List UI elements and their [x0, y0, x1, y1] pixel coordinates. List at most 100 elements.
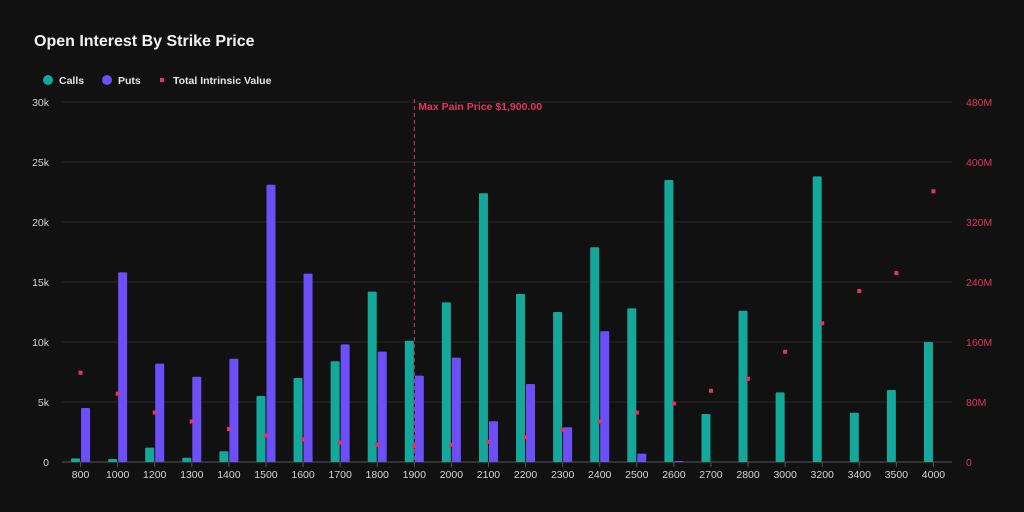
- x-tick-label: 2300: [551, 469, 575, 481]
- intrinsic-value-point: [597, 419, 602, 424]
- bar-calls: [923, 342, 933, 462]
- x-tick-label: 1800: [366, 469, 390, 481]
- x-tick-label: 1400: [217, 469, 241, 481]
- y-axis-left: 0 5k 10k 15k 20k 25k 30k: [32, 97, 50, 469]
- bar-calls: [664, 180, 674, 462]
- bar-puts: [303, 273, 313, 462]
- grid-lines: [62, 101, 952, 463]
- y-right-tick-label: 480M: [966, 97, 992, 109]
- intrinsic-value-point: [263, 433, 268, 438]
- intrinsic-value-points: [78, 189, 936, 449]
- intrinsic-value-point: [115, 391, 120, 396]
- bar-puts: [414, 375, 424, 462]
- legend-label: Puts: [118, 75, 141, 87]
- x-tick-label: 1300: [180, 469, 204, 481]
- bar-calls: [738, 310, 748, 462]
- bar-calls: [590, 247, 600, 462]
- bar-calls: [701, 414, 711, 462]
- bar-puts: [563, 427, 573, 462]
- y-right-tick-label: 320M: [966, 217, 992, 229]
- x-tick-label: 1900: [403, 469, 427, 481]
- bar-puts: [81, 408, 91, 462]
- intrinsic-value-point: [523, 435, 528, 440]
- bar-calls: [886, 390, 896, 462]
- y-right-tick-label: 160M: [966, 337, 992, 349]
- intrinsic-value-point: [78, 370, 83, 375]
- y-left-tick-label: 30k: [32, 97, 50, 109]
- y-left-tick-label: 15k: [32, 277, 50, 289]
- y-left-tick-label: 20k: [32, 217, 50, 229]
- x-tick-label: 800: [72, 469, 90, 481]
- x-tick-label: 2100: [477, 469, 501, 481]
- x-tick-label: 4000: [922, 469, 946, 481]
- intrinsic-value-point: [486, 439, 491, 444]
- legend-label: Total Intrinsic Value: [173, 75, 272, 87]
- bar-puts: [377, 351, 387, 462]
- bar-calls: [71, 458, 81, 462]
- x-tick-label: 3000: [773, 469, 797, 481]
- bar-calls: [293, 378, 303, 462]
- intrinsic-value-point: [560, 427, 565, 432]
- bar-calls: [553, 312, 563, 462]
- legend-swatch: [43, 75, 53, 85]
- y-right-tick-label: 400M: [966, 157, 992, 169]
- y-right-tick-label: 240M: [966, 277, 992, 289]
- bar-calls: [182, 457, 192, 462]
- intrinsic-value-point: [152, 410, 157, 415]
- intrinsic-value-point: [634, 410, 639, 415]
- legend-swatch: [102, 75, 112, 85]
- bar-puts: [229, 358, 239, 462]
- intrinsic-value-point: [783, 349, 788, 354]
- max-pain-annotation: Max Pain Price $1,900.00: [413, 99, 542, 462]
- x-tick-label: 3200: [811, 469, 835, 481]
- x-tick-label: 2000: [440, 469, 464, 481]
- intrinsic-value-point: [449, 442, 454, 447]
- bar-calls: [812, 176, 822, 462]
- bar-calls: [256, 396, 266, 462]
- intrinsic-value-point: [857, 289, 862, 293]
- bar-calls: [330, 361, 340, 462]
- intrinsic-value-point: [820, 321, 825, 326]
- y-right-tick-label: 80M: [966, 397, 986, 409]
- intrinsic-value-point: [708, 388, 713, 393]
- x-tick-label: 1200: [143, 469, 167, 481]
- bar-puts: [526, 384, 536, 462]
- bar-calls: [145, 447, 155, 462]
- bar-puts: [266, 184, 276, 463]
- intrinsic-value-point: [301, 437, 306, 442]
- bar-calls: [478, 193, 488, 462]
- intrinsic-value-point: [189, 419, 194, 424]
- intrinsic-value-point: [375, 442, 380, 447]
- y-left-tick-label: 25k: [32, 157, 50, 169]
- legend-swatch: [160, 78, 164, 82]
- bar-puts: [637, 453, 647, 462]
- bar-calls: [108, 459, 118, 462]
- x-tick-label: 2200: [514, 469, 538, 481]
- bar-calls: [627, 308, 637, 462]
- intrinsic-value-point: [746, 376, 751, 381]
- bar-calls: [404, 340, 414, 462]
- y-axis-right: 0 80M 160M 240M 320M 400M 480M: [966, 97, 992, 469]
- x-tick-label: 2600: [662, 469, 686, 481]
- legend-label: Calls: [59, 75, 84, 87]
- bar-puts: [155, 363, 165, 462]
- bars: [71, 176, 933, 463]
- y-left-tick-label: 5k: [38, 397, 50, 409]
- bar-puts: [118, 272, 128, 462]
- intrinsic-value-point: [931, 189, 936, 194]
- intrinsic-value-point: [671, 401, 676, 406]
- x-tick-label: 1000: [106, 469, 130, 481]
- bar-calls: [367, 291, 377, 462]
- y-left-tick-label: 0: [43, 457, 49, 469]
- bar-puts: [451, 357, 461, 462]
- x-tick-label: 3400: [848, 469, 872, 481]
- max-pain-label: Max Pain Price $1,900.00: [418, 101, 542, 113]
- intrinsic-value-point: [338, 440, 343, 445]
- bar-calls: [441, 302, 451, 462]
- bar-calls: [775, 392, 785, 462]
- bar-puts: [340, 344, 350, 462]
- intrinsic-value-point: [412, 444, 417, 449]
- y-right-tick-label: 0: [966, 457, 972, 469]
- bar-calls: [516, 294, 526, 462]
